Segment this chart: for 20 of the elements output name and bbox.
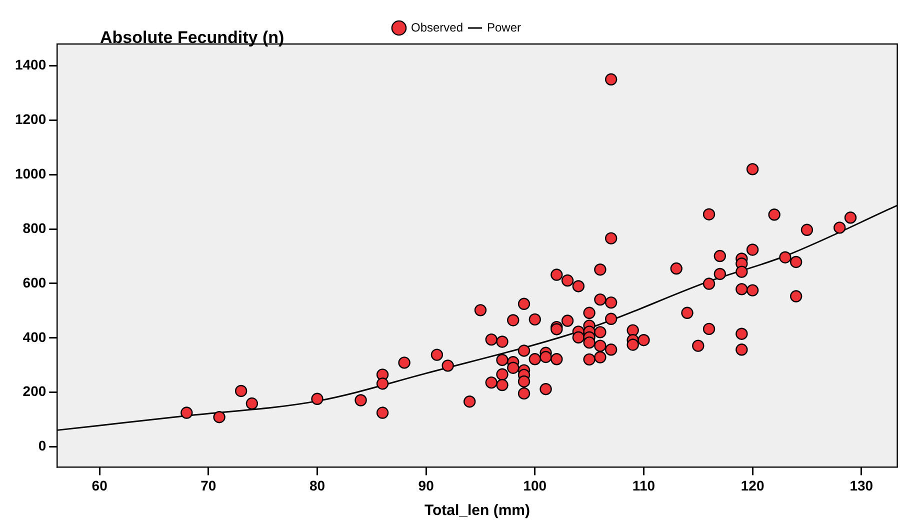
y-axis-title: Absolute Fecundity (n) [100, 28, 284, 48]
x-tick-label: 60 [92, 477, 108, 494]
x-tick-label: 110 [632, 477, 656, 494]
x-axis-title: Total_len (mm) [424, 502, 530, 520]
y-tick-label: 200 [22, 383, 46, 400]
x-tick-label: 80 [309, 477, 326, 494]
y-tick-label: 1400 [14, 56, 46, 73]
y-tick-label: 1000 [14, 165, 46, 182]
x-tick-label: 120 [740, 477, 764, 494]
y-tick-label: 1200 [14, 111, 46, 128]
x-tick-label: 130 [850, 477, 874, 494]
y-tick-label: 600 [22, 274, 46, 290]
x-tick-label: 70 [200, 477, 216, 494]
y-tick-label: 400 [22, 328, 46, 345]
legend-label: Observed [410, 20, 464, 34]
y-tick-label: 800 [22, 220, 46, 236]
y-tick-label: 0 [38, 438, 46, 454]
x-tick-label: 100 [523, 477, 547, 494]
legend-label: Power [487, 20, 522, 34]
x-tick-label: 90 [418, 477, 434, 494]
